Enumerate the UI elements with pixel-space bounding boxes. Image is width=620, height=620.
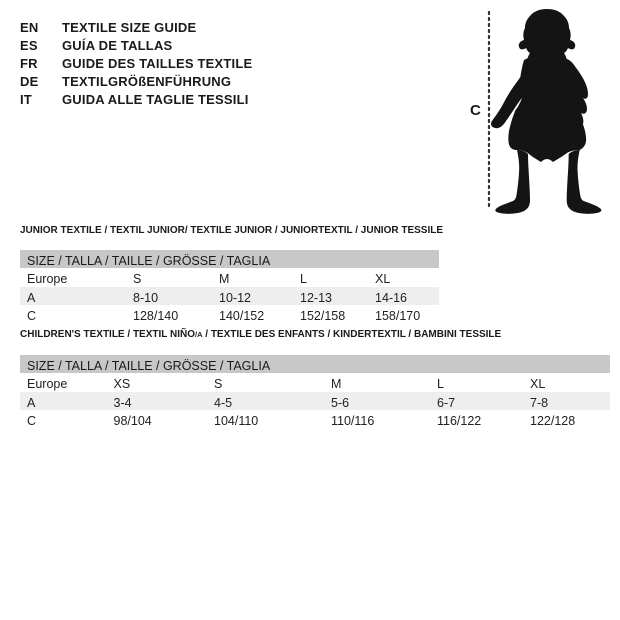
svg-text:C: C (470, 102, 481, 119)
